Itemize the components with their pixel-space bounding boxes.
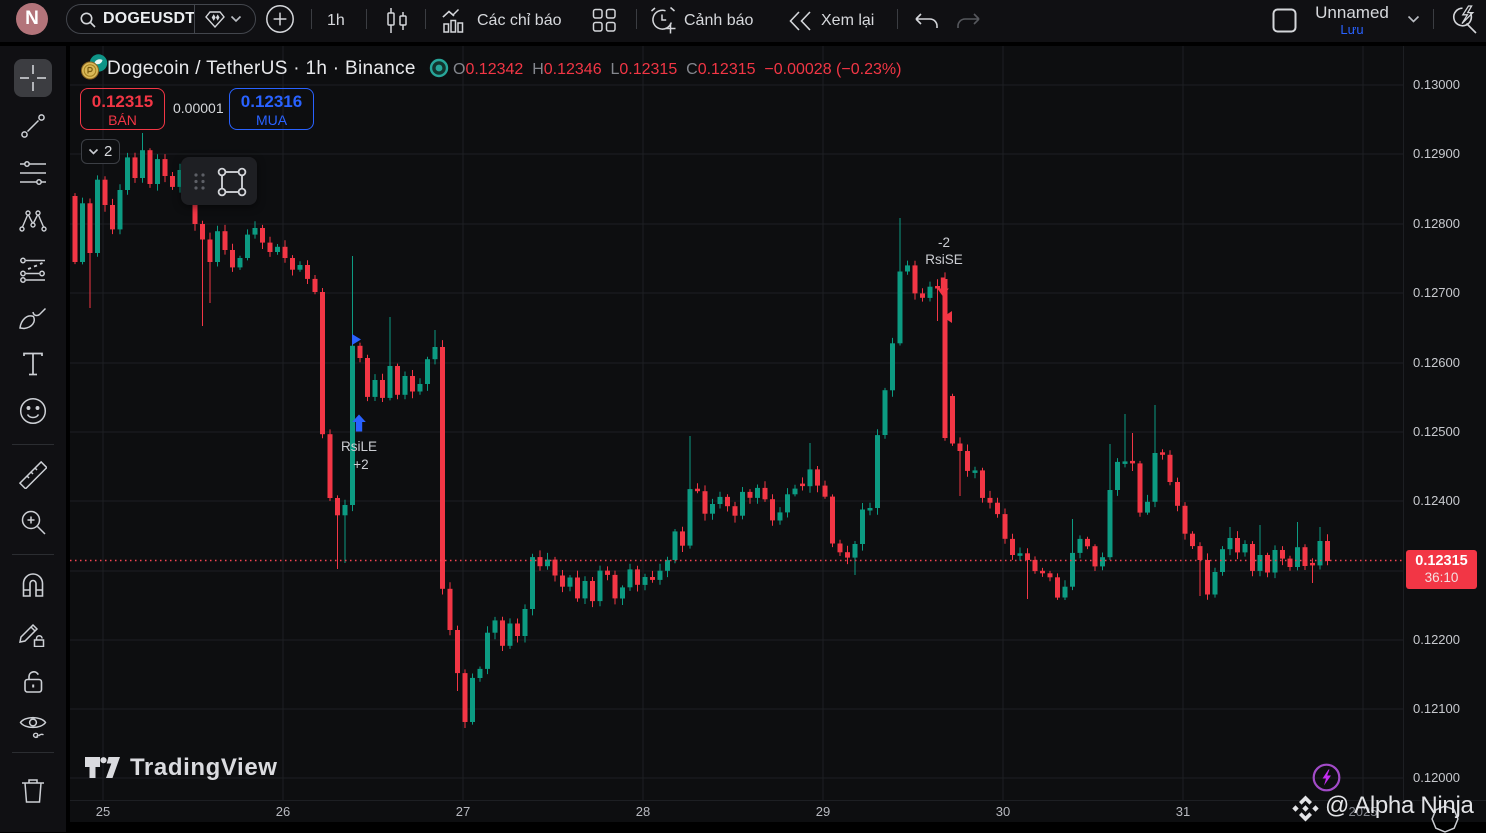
svg-text:+2: +2 <box>353 457 368 472</box>
svg-text:-2: -2 <box>938 235 950 250</box>
svg-text:RsiSE: RsiSE <box>925 252 963 267</box>
svg-text:RsiLE: RsiLE <box>341 439 377 454</box>
